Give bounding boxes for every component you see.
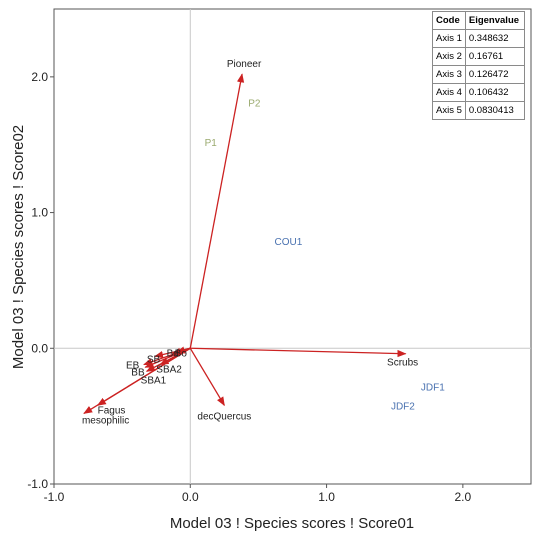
arrow-label: decQuercus	[197, 411, 251, 422]
arrow-label: Bo	[175, 348, 188, 359]
zero-lines	[54, 9, 531, 484]
x-axis-label: Model 03 ! Species scores ! Score01	[170, 515, 414, 532]
site-label: P2	[248, 99, 261, 110]
x-tick-label: 0.0	[182, 490, 199, 504]
arrow-label: Pioneer	[227, 59, 262, 70]
arrow-scrubs	[190, 347, 407, 358]
site-label: JDF2	[391, 401, 415, 412]
code-column-header: Code	[432, 11, 466, 30]
eigenvalue-cell: 0.106432	[464, 83, 525, 102]
eigenvalue-table: Code Eigenvalue Axis 1 0.348632 Axis 2 0…	[432, 11, 525, 120]
eigenvalue-cell: 0.126472	[464, 65, 525, 84]
arrow-layer	[83, 73, 407, 414]
arrow-label: Fagus	[98, 405, 126, 416]
y-tick-label: -1.0	[27, 477, 48, 491]
x-tick-label: -1.0	[44, 490, 65, 504]
table-row: Axis 2 0.16761	[432, 47, 525, 66]
x-tick-label: 2.0	[455, 490, 472, 504]
arrow-label: EB	[126, 361, 140, 372]
table-row: Axis 3 0.126472	[432, 65, 525, 84]
y-tick-label: 2.0	[31, 70, 48, 84]
arrow-pioneer	[189, 73, 245, 349]
eigenvalue-cell: 0.16761	[464, 47, 525, 66]
site-label: P1	[205, 138, 218, 149]
eigenvalue-cell: 0.0830413	[464, 101, 525, 120]
site-label: JDF1	[421, 382, 445, 393]
y-axis-label: Model 03 ! Species scores ! Score02	[10, 125, 27, 369]
table-row: Axis 1 0.348632	[432, 29, 525, 48]
x-axis-ticks: -1.0 0.0 1.0 2.0	[44, 484, 472, 504]
arrow-label: mesophilic	[82, 415, 129, 426]
arrow-label: SBA2	[156, 365, 182, 376]
arrow-decquercus	[189, 347, 225, 407]
arrow-mesophilic	[83, 347, 191, 414]
eigenvalue-table-header-row: Code Eigenvalue	[432, 11, 525, 30]
eigenvalue-cell: 0.348632	[464, 29, 525, 48]
axis-code-cell: Axis 5	[432, 101, 466, 120]
table-row: Axis 4 0.106432	[432, 83, 525, 102]
x-tick-label: 1.0	[318, 490, 335, 504]
axis-code-cell: Axis 1	[432, 29, 466, 48]
arrow-bb	[144, 347, 191, 368]
axis-code-cell: Axis 4	[432, 83, 466, 102]
arrow-label: Bd	[167, 349, 179, 360]
axis-code-cell: Axis 3	[432, 65, 466, 84]
arrow-label: BB	[131, 367, 145, 378]
arrow-label: SB	[147, 354, 161, 365]
arrow-label: SBA1	[141, 375, 167, 386]
site-label: COU1	[275, 237, 303, 248]
axis-code-cell: Axis 2	[432, 47, 466, 66]
arrow-label: Scrubs	[387, 358, 418, 369]
table-row: Axis 5 0.0830413	[432, 101, 525, 120]
point-label-layer: P2 P1 COU1 JDF1 JDF2	[205, 99, 446, 413]
y-tick-label: 0.0	[31, 341, 48, 355]
y-tick-label: 1.0	[31, 206, 48, 220]
y-axis-ticks: -1.0 0.0 1.0 2.0	[27, 70, 54, 491]
eigenvalue-column-header: Eigenvalue	[464, 11, 525, 30]
